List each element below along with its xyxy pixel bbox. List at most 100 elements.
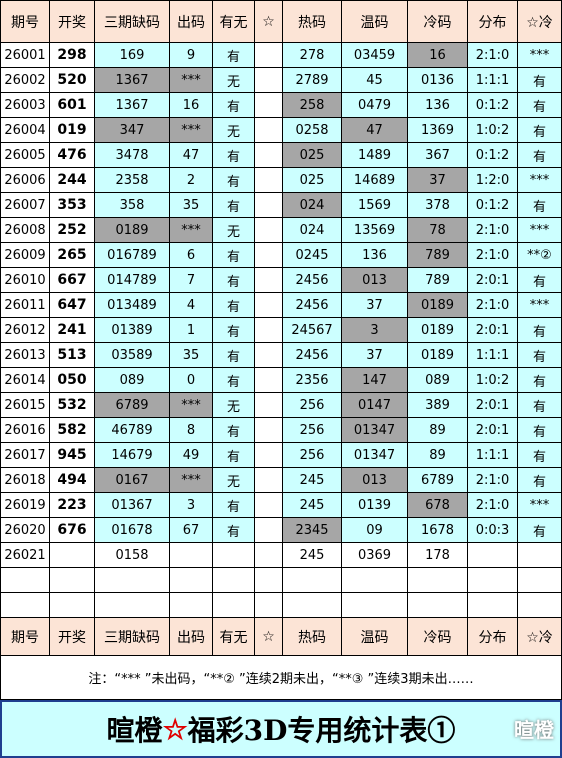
- table-cell: 2:1:0: [468, 493, 518, 518]
- table-cell: 26009: [0, 243, 50, 268]
- table-cell: 有: [518, 318, 562, 343]
- table-cell: 258: [283, 93, 342, 118]
- table-cell: ***: [518, 293, 562, 318]
- table-cell: [255, 543, 283, 568]
- table-cell: 089: [408, 368, 468, 393]
- empty-cell: [468, 568, 518, 593]
- table-cell: 37: [342, 293, 408, 318]
- header-cell: 温码: [342, 0, 408, 43]
- table-cell: 有: [518, 268, 562, 293]
- table-cell: 1:1:1: [468, 68, 518, 93]
- table-cell: 9: [170, 43, 213, 68]
- table-cell: 8: [170, 418, 213, 443]
- table-cell: 2:0:1: [468, 393, 518, 418]
- table-cell: [255, 43, 283, 68]
- table-cell: [255, 468, 283, 493]
- table-cell: 01347: [342, 443, 408, 468]
- table-cell: 有: [213, 368, 255, 393]
- table-cell: 26013: [0, 343, 50, 368]
- table-cell: 26001: [0, 43, 50, 68]
- empty-cell: [170, 568, 213, 593]
- table-cell: 3: [342, 318, 408, 343]
- table-cell: [255, 168, 283, 193]
- empty-cell: [95, 568, 170, 593]
- empty-cell: [255, 593, 283, 618]
- table-cell: [255, 218, 283, 243]
- table-cell: 2:1:0: [468, 468, 518, 493]
- empty-cell: [342, 593, 408, 618]
- table-cell: [255, 143, 283, 168]
- table-cell: 025: [283, 143, 342, 168]
- header-cell: 有无: [213, 0, 255, 43]
- table-cell: 03589: [95, 343, 170, 368]
- table-cell: [255, 393, 283, 418]
- empty-cell: [283, 593, 342, 618]
- header-cell: 出码: [170, 0, 213, 43]
- table-cell: 13569: [342, 218, 408, 243]
- table-cell: 0189: [95, 218, 170, 243]
- header-cell: 开奖: [50, 618, 95, 656]
- table-cell: [255, 418, 283, 443]
- table-cell: 26003: [0, 93, 50, 118]
- table-cell: [255, 368, 283, 393]
- table-cell: 1369: [408, 118, 468, 143]
- table-cell: 2358: [95, 168, 170, 193]
- table-cell: 37: [342, 343, 408, 368]
- table-cell: 16: [170, 93, 213, 118]
- table-cell: 有: [518, 518, 562, 543]
- table-cell: 有: [518, 68, 562, 93]
- table-cell: 245: [283, 468, 342, 493]
- table-cell: 26019: [0, 493, 50, 518]
- table-cell: 013489: [95, 293, 170, 318]
- table-cell: 147: [342, 368, 408, 393]
- table-cell: 0189: [408, 293, 468, 318]
- table-cell: [255, 68, 283, 93]
- table-cell: 26011: [0, 293, 50, 318]
- table-cell: 347: [95, 118, 170, 143]
- table-cell: ***: [170, 393, 213, 418]
- table-cell: 有: [518, 193, 562, 218]
- table-cell: 有: [518, 93, 562, 118]
- table-cell: 1367: [95, 68, 170, 93]
- table-cell: 3478: [95, 143, 170, 168]
- table-cell: 无: [213, 118, 255, 143]
- table-cell: 35: [170, 193, 213, 218]
- table-cell: 26004: [0, 118, 50, 143]
- title-left: 暄橙: [106, 714, 163, 747]
- table-cell: 1:1:1: [468, 343, 518, 368]
- empty-cell: [255, 568, 283, 593]
- table-cell: 358: [95, 193, 170, 218]
- table-cell: 2456: [283, 293, 342, 318]
- table-cell: 513: [50, 343, 95, 368]
- table-cell: [255, 493, 283, 518]
- table-cell: ***: [518, 168, 562, 193]
- table-cell: 089: [95, 368, 170, 393]
- table-cell: [213, 543, 255, 568]
- table-cell: [255, 243, 283, 268]
- table-cell: 244: [50, 168, 95, 193]
- table-cell: 01678: [95, 518, 170, 543]
- table-cell: 945: [50, 443, 95, 468]
- table-cell: 0139: [342, 493, 408, 518]
- table-cell: 013: [342, 268, 408, 293]
- table-cell: [50, 543, 95, 568]
- table-cell: 2:0:1: [468, 418, 518, 443]
- table-cell: 050: [50, 368, 95, 393]
- empty-cell: [518, 568, 562, 593]
- table-cell: 有: [213, 518, 255, 543]
- table-cell: 16: [408, 43, 468, 68]
- table-cell: 265: [50, 243, 95, 268]
- table-cell: 有: [213, 43, 255, 68]
- table-cell: [255, 293, 283, 318]
- table-cell: ***: [170, 468, 213, 493]
- empty-cell: [408, 593, 468, 618]
- table-cell: 0136: [408, 68, 468, 93]
- table-cell: 256: [283, 418, 342, 443]
- table-cell: 367: [408, 143, 468, 168]
- table-cell: 241: [50, 318, 95, 343]
- table-cell: 2789: [283, 68, 342, 93]
- table-cell: 有: [213, 168, 255, 193]
- table-cell: 7: [170, 268, 213, 293]
- empty-cell: [0, 593, 50, 618]
